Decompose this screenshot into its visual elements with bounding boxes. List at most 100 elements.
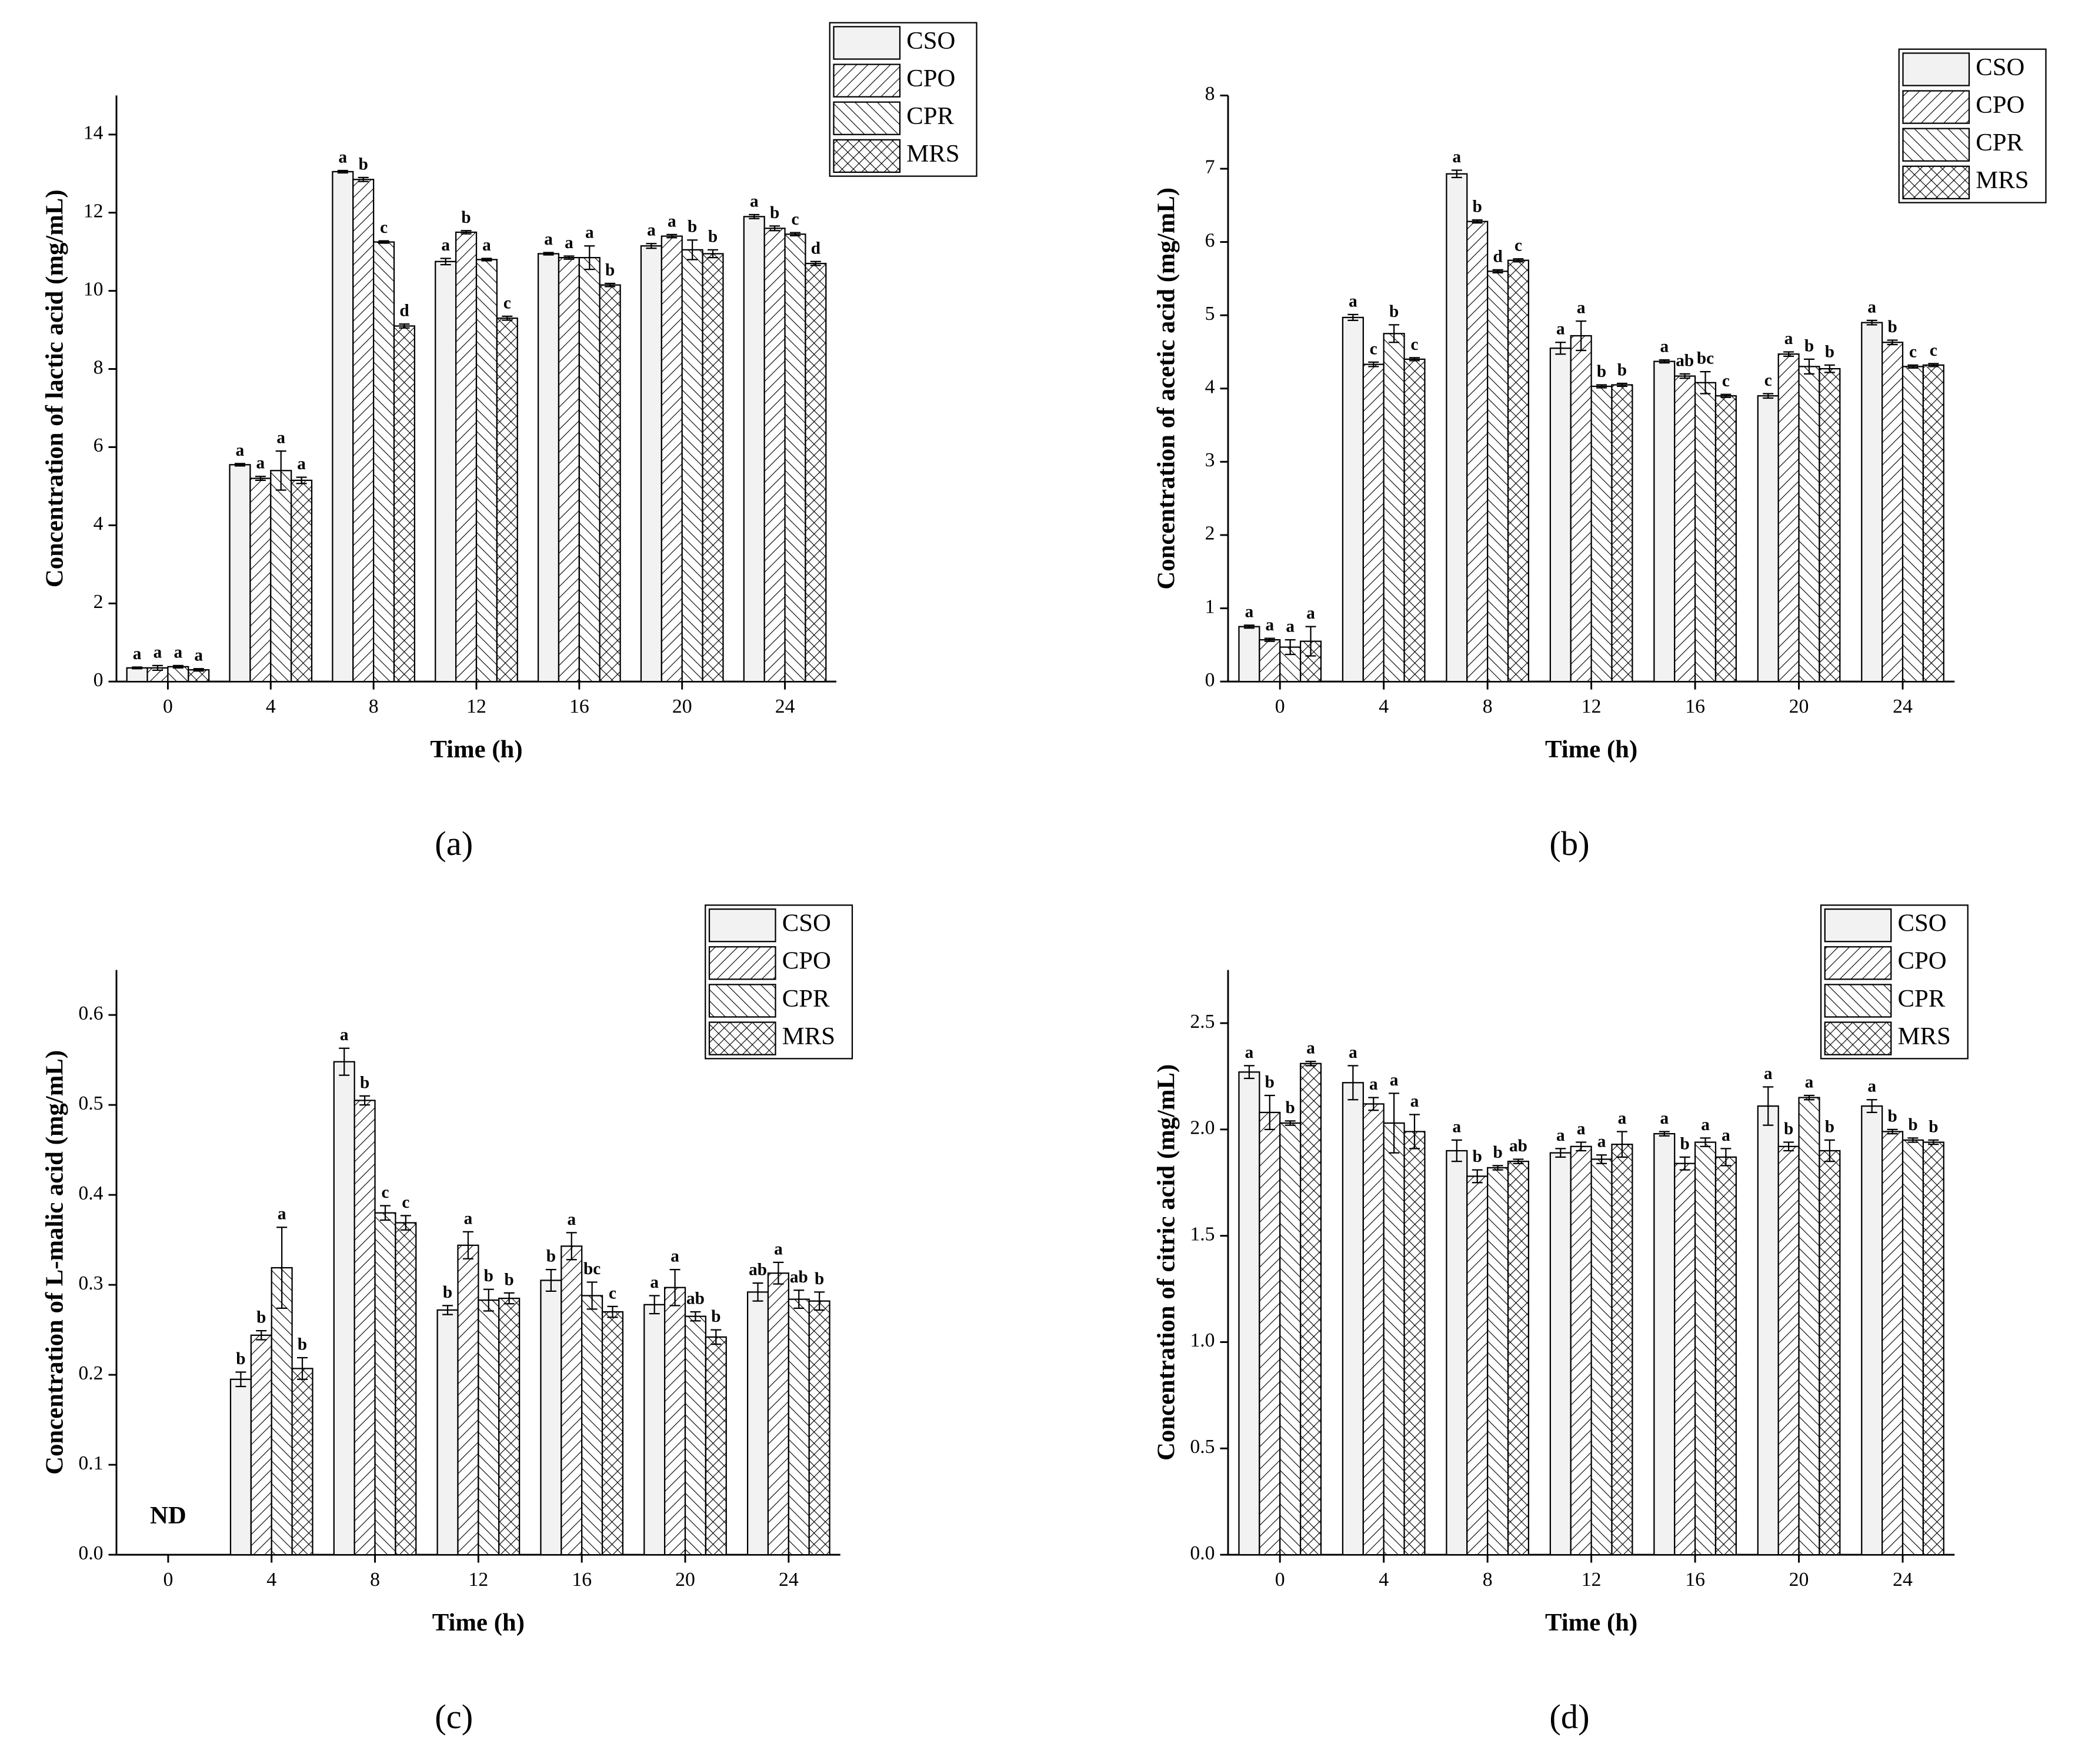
bar: [561, 1245, 583, 1556]
significance-letter: b: [815, 1269, 824, 1288]
error-bar: [790, 232, 801, 237]
y-tick-label: 2: [1205, 523, 1215, 544]
legend-swatch: [708, 984, 776, 1018]
significance-letter: b: [1929, 1117, 1938, 1136]
significance-letter: a: [1390, 1071, 1399, 1090]
x-tick-label: 12: [1582, 696, 1602, 717]
error-bar: [1596, 1154, 1607, 1164]
error-bar: [1513, 1158, 1524, 1164]
error-bar: [690, 1311, 701, 1322]
significance-letter: a: [441, 236, 450, 255]
y-tick-label: 12: [84, 200, 104, 222]
bar: [1653, 1132, 1676, 1556]
legend-swatch: [1902, 90, 1970, 124]
error-bar: [1824, 1139, 1835, 1162]
significance-letter: a: [1306, 604, 1315, 623]
bar: [393, 325, 416, 683]
significance-letter: b: [546, 1247, 556, 1266]
error-bar: [1368, 361, 1379, 368]
error-bar: [1492, 1165, 1503, 1171]
error-bar: [1700, 1137, 1711, 1147]
significance-letter: bc: [1697, 349, 1714, 368]
significance-letter: a: [670, 1247, 679, 1266]
bar: [1342, 316, 1364, 683]
legend-label: MRS: [1976, 166, 2029, 194]
legend-swatch: [1824, 984, 1892, 1018]
significance-letter: ab: [686, 1289, 705, 1308]
bar: [808, 1300, 830, 1556]
error-bar: [1720, 393, 1732, 398]
bar: [1611, 384, 1633, 683]
error-bar: [1659, 359, 1670, 364]
significance-letter: a: [154, 643, 162, 662]
significance-letter: a: [1349, 292, 1357, 310]
bar: [578, 257, 601, 683]
significance-letter: a: [1660, 1109, 1669, 1128]
y-tick-label: 10: [84, 278, 104, 300]
significance-letter: c: [1411, 335, 1419, 354]
error-bar: [297, 1357, 308, 1380]
bar: [1238, 626, 1260, 683]
bar: [1861, 322, 1883, 683]
legend-label: CPR: [782, 985, 830, 1013]
significance-letter: a: [1556, 1126, 1565, 1145]
bar: [271, 1267, 293, 1556]
bar: [1383, 333, 1405, 683]
bar: [1487, 270, 1509, 683]
bar: [1901, 1139, 1924, 1556]
error-bar: [1285, 1120, 1296, 1126]
bar: [291, 479, 313, 683]
significance-letter: c: [402, 1193, 409, 1212]
error-bar: [1907, 1137, 1919, 1143]
bar: [1549, 1152, 1572, 1556]
x-tick-label: 8: [370, 1569, 380, 1591]
legend-label: CPR: [1976, 129, 2023, 156]
y-tick-label: 7: [1205, 156, 1215, 178]
significance-letter: a: [1286, 617, 1295, 636]
significance-letter: a: [1618, 1109, 1627, 1128]
bar: [660, 235, 683, 683]
bar: [249, 477, 272, 683]
error-bar: [773, 1261, 784, 1285]
bar: [475, 259, 498, 683]
error-bar: [1285, 639, 1296, 656]
significance-letter: a: [1245, 1043, 1254, 1062]
bar: [1881, 1131, 1904, 1556]
bar: [395, 1222, 417, 1556]
error-bar: [1451, 1139, 1462, 1162]
bar: [1922, 364, 1944, 683]
significance-letter: a: [1453, 1117, 1462, 1136]
significance-letter: c: [381, 1183, 389, 1202]
significance-letter: b: [256, 1308, 266, 1327]
significance-letter: b: [236, 1349, 245, 1368]
x-tick-label: 20: [672, 696, 692, 717]
error-bar: [193, 668, 204, 672]
significance-letter: a: [567, 1210, 576, 1229]
significance-letter: b: [484, 1267, 493, 1285]
bar: [1590, 1158, 1613, 1556]
y-tick-label: 6: [94, 435, 104, 456]
x-tick-label: 8: [1483, 1569, 1493, 1591]
y-tick-label: 0.5: [78, 1093, 103, 1114]
error-bar: [379, 1205, 391, 1221]
y-tick-label: 1: [1205, 596, 1215, 617]
legend-label: CPO: [1976, 91, 2024, 119]
error-bar: [276, 1227, 288, 1309]
bar: [1777, 353, 1800, 683]
legend-swatch: [1824, 946, 1892, 980]
y-tick-label: 8: [94, 356, 104, 378]
y-tick-label: 0.1: [78, 1452, 103, 1474]
error-bar: [1409, 357, 1420, 362]
significance-letter: a: [464, 1209, 473, 1228]
significance-letter: ab: [1676, 351, 1694, 370]
error-bar: [378, 240, 389, 244]
x-tick-label: 24: [779, 1569, 799, 1591]
annotation: ND: [150, 1502, 186, 1529]
y-axis-label: Concentration of lactic acid (mg/mL): [41, 189, 69, 587]
error-bar: [586, 1281, 598, 1310]
error-bar: [296, 476, 307, 485]
significance-letter: b: [298, 1335, 307, 1354]
bar: [643, 1304, 666, 1556]
significance-letter: bc: [583, 1259, 601, 1278]
